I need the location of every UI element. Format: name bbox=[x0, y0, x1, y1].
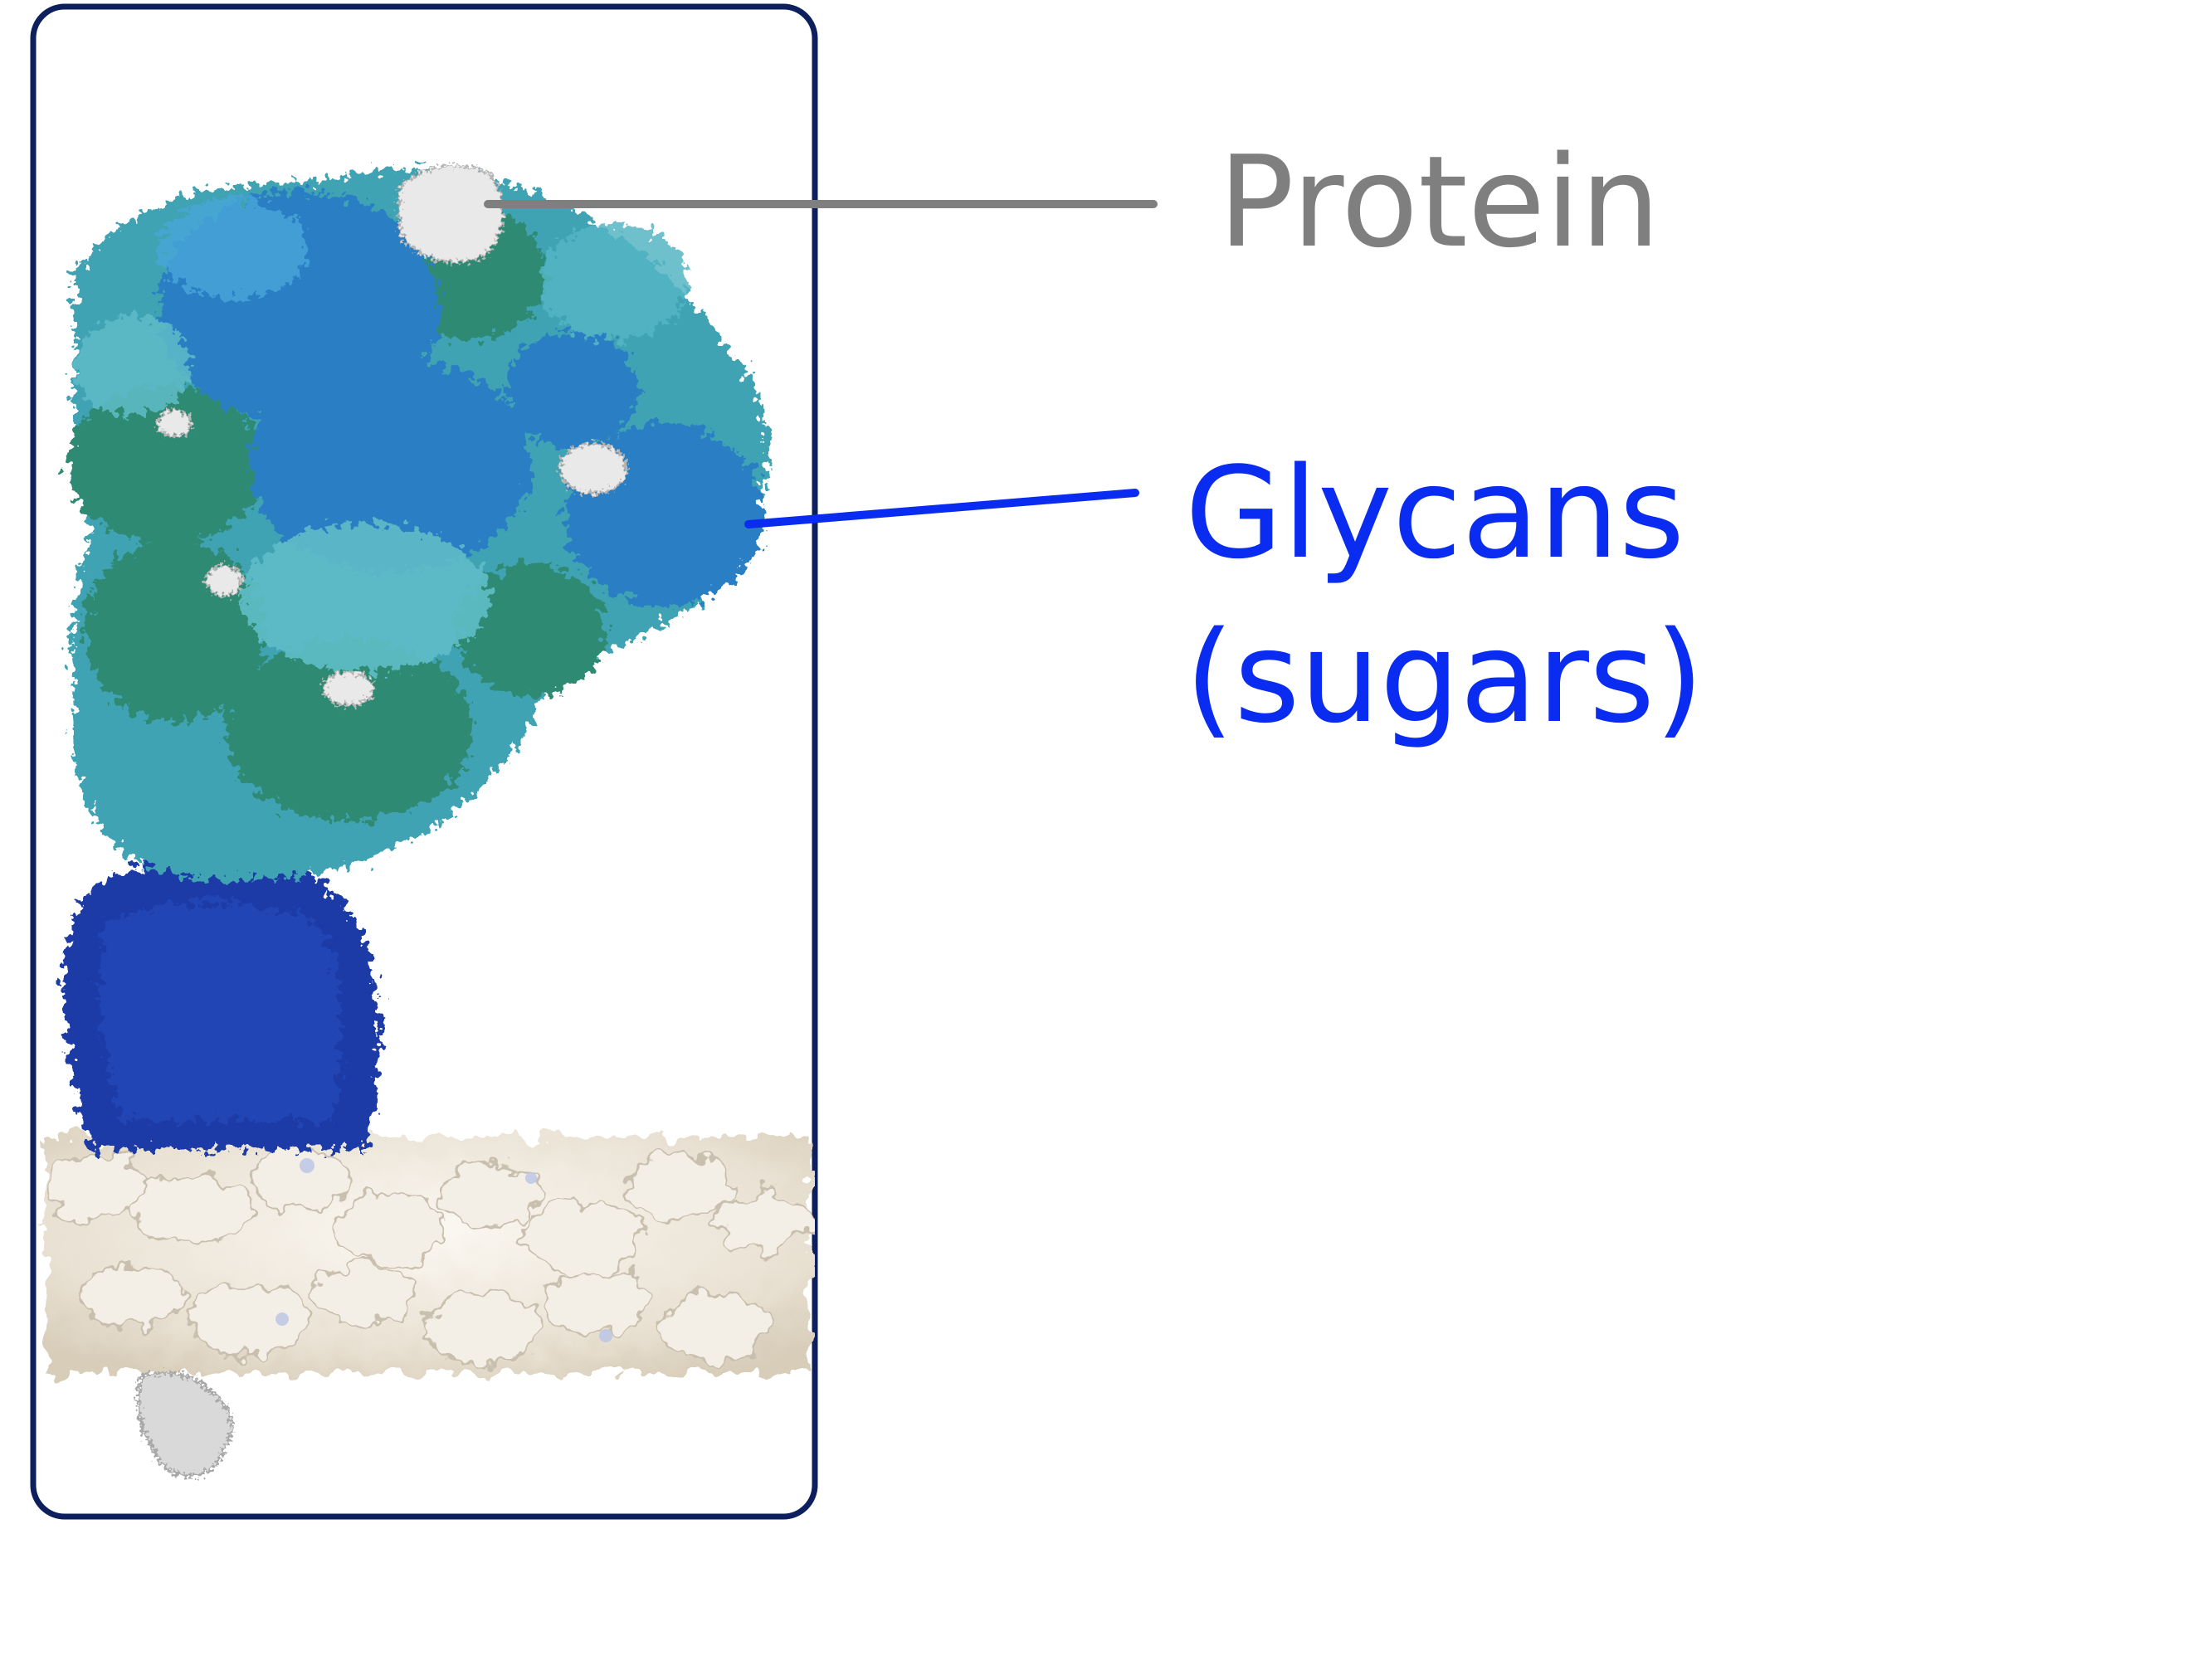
glycan-stalk bbox=[63, 856, 379, 1149]
glycans-label: Glycans (sugars) bbox=[1185, 431, 1704, 760]
glycans-label-line2: (sugars) bbox=[1185, 604, 1704, 751]
protein-intracellular-domain bbox=[136, 1371, 234, 1478]
protein-surface bbox=[156, 164, 628, 707]
lipid-membrane bbox=[46, 1137, 811, 1373]
glycans-leader-line bbox=[744, 489, 1139, 528]
glycan-cloud bbox=[66, 168, 768, 879]
glycans-label-line1: Glycans bbox=[1185, 440, 1685, 587]
protein-label: Protein bbox=[1218, 129, 1660, 275]
